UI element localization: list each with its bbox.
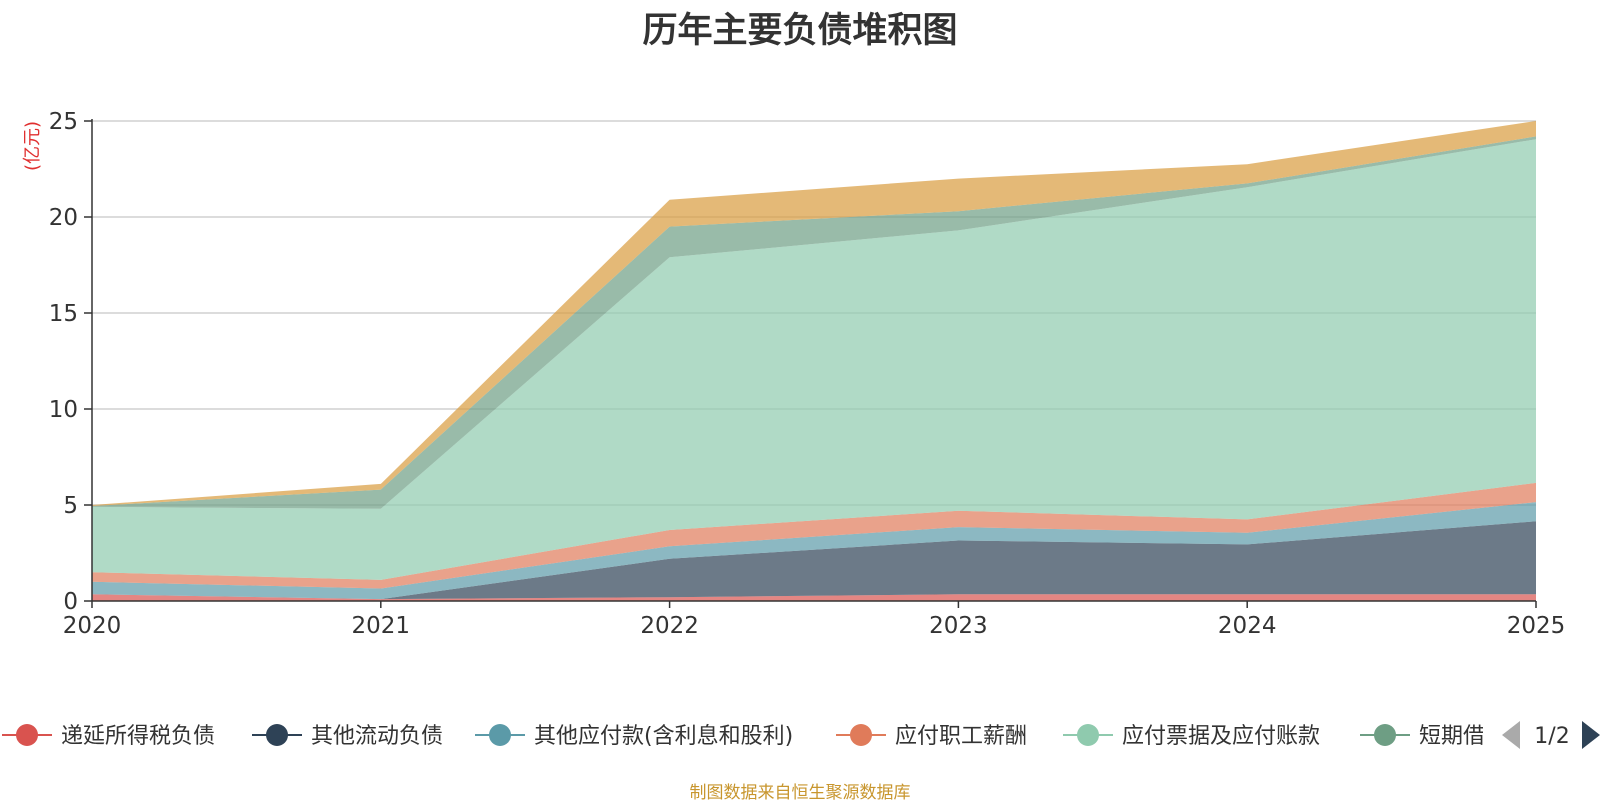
legend-label: 递延所得税负债 [61,724,215,749]
legend-marker [266,724,288,746]
legend-marker [1077,724,1099,746]
area-series-2 [92,502,1536,600]
legend-item: 应付职工薪酬 [836,724,1027,749]
legend-next-page-icon[interactable] [1582,721,1600,749]
legend-marker [16,724,38,746]
area-series-1 [92,521,1536,600]
y-tick-label: 15 [49,301,78,327]
legend: 递延所得税负债 其他流动负债 其他应付款(含利息和股利) 应付职工薪酬 应付票据及应付账… [2,721,1600,749]
x-tick-label: 2023 [929,613,988,639]
legend-page-indicator: 1/2 [1534,724,1569,749]
area-layer [92,121,1536,601]
x-tick-label: 2021 [352,613,411,639]
area-series-3 [92,482,1536,589]
x-tick-label: 2024 [1218,613,1277,639]
legend-items: 递延所得税负债 其他流动负债 其他应付款(含利息和股利) 应付职工薪酬 应付票据及应付账… [2,724,1507,749]
source-note: 制图数据来自恒生聚源数据库 [689,783,911,803]
y-axis-unit-label: (亿元) [22,121,43,171]
legend-label: 应付职工薪酬 [895,724,1027,749]
x-tick-label: 2022 [640,613,699,639]
area-series-4 [92,139,1536,580]
legend-marker [489,724,511,746]
y-tick-label: 25 [49,109,78,135]
y-tick-label: 20 [49,205,78,231]
legend-marker [850,724,872,746]
legend-item: 其他流动负债 [252,724,443,749]
legend-item: 应付票据及应付账款 [1063,724,1320,749]
legend-prev-page-icon[interactable] [1502,721,1520,749]
legend-item: 其他应付款(含利息和股利) [475,724,793,749]
legend-label: 短期借款 [1419,724,1507,749]
y-tick-label: 5 [63,493,78,519]
chart-title: 历年主要负债堆积图 [642,11,958,51]
legend-label: 应付票据及应付账款 [1122,724,1320,749]
x-tick-label: 2020 [63,613,122,639]
legend-marker [1374,724,1396,746]
legend-label: 其他流动负债 [311,724,443,749]
x-tick-label: 2025 [1507,613,1566,639]
legend-item: 递延所得税负债 [2,724,215,749]
legend-label: 其他应付款(含利息和股利) [534,724,793,749]
area-series-0 [92,594,1536,601]
y-tick-label: 0 [63,589,78,615]
area-series-6 [92,121,1536,506]
y-tick-label: 10 [49,397,78,423]
legend-item: 短期借款 [1360,724,1507,749]
